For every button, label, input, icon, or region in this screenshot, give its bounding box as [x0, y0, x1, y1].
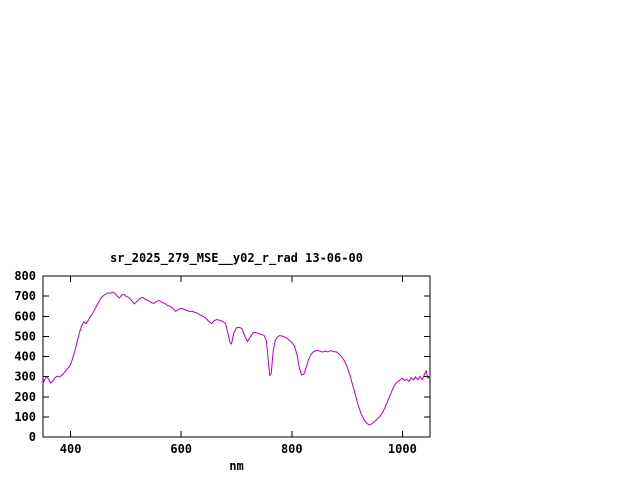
x-tick-label: 400 — [60, 442, 82, 456]
y-tick-label: 400 — [14, 350, 36, 364]
y-tick-label: 800 — [14, 269, 36, 283]
spectrum-line — [42, 291, 431, 426]
y-tick-label: 100 — [14, 410, 36, 424]
chart-title: sr_2025_279_MSE__y02_r_rad 13-06-00 — [110, 251, 363, 265]
x-tick-label: 600 — [170, 442, 192, 456]
x-axis-label: nm — [229, 459, 244, 473]
plot-border — [42, 275, 431, 438]
y-tick-label: 500 — [14, 329, 36, 343]
y-tick-label: 0 — [29, 430, 36, 444]
y-tick-label: 600 — [14, 309, 36, 323]
x-tick-label: 800 — [281, 442, 303, 456]
y-tick-label: 200 — [14, 390, 36, 404]
x-tick-label: 1000 — [388, 442, 417, 456]
y-tick-label: 300 — [14, 370, 36, 384]
y-tick-label: 700 — [14, 289, 36, 303]
